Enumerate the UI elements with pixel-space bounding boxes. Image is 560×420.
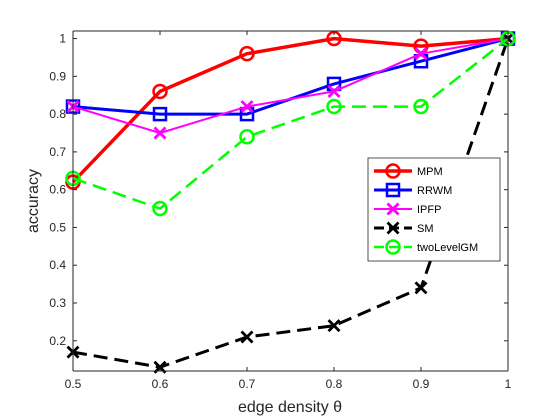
legend-marker (385, 239, 401, 255)
legend-label: MPM (417, 166, 443, 178)
data-point-rrwm (152, 106, 168, 122)
data-point-twolevelgm (152, 200, 168, 217)
data-point-sm (240, 330, 254, 344)
x-tick-label: 0.5 (65, 377, 82, 391)
data-point-sm (327, 319, 341, 333)
data-point-twolevelgm (413, 98, 429, 115)
legend-marker (385, 163, 401, 179)
y-tick-label: 0.7 (49, 145, 66, 159)
y-tick-label: 0.2 (49, 334, 66, 348)
legend-label: SM (417, 223, 434, 235)
legend-marker (386, 221, 400, 235)
data-point-mpm (239, 45, 255, 62)
y-tick-label: 0.9 (49, 69, 66, 83)
ticks-layer: 0.5 0.6 0.7 0.8 0.9 1 0.2 0.3 0.4 0.5 0.6 0.7 0.8 0.9… (49, 31, 512, 391)
series-line-ipfp (72, 37, 509, 134)
y-axis-label: accuracy (25, 169, 42, 233)
axes-layer (72, 30, 509, 372)
series-twolevelgm (65, 30, 516, 217)
legend-marker (386, 202, 400, 216)
x-tick-label: 0.8 (326, 377, 343, 391)
y-tick-label: 0.6 (49, 183, 66, 197)
y-tick-label: 0.8 (49, 107, 66, 121)
legend-item-mpm: MPM (374, 163, 443, 179)
data-point-twolevelgm (239, 129, 255, 145)
data-point-twolevelgm (326, 98, 342, 115)
y-tick-label: 1 (59, 32, 66, 46)
series-line-mpm (71, 36, 509, 184)
data-point-ipfp (153, 126, 167, 140)
data-point-ipfp (327, 84, 341, 98)
x-tick-label: 1 (505, 377, 512, 391)
y-tick-label: 0.3 (49, 296, 66, 310)
legend-label: RRWM (417, 185, 452, 197)
data-point-mpm (152, 83, 168, 100)
series-line-twolevelgm (72, 37, 509, 210)
x-axis-label: edge density θ (238, 399, 342, 416)
y-tick-label: 0.4 (49, 258, 66, 272)
legend-item-rrwm: RRWM (374, 182, 452, 198)
legend-item-ipfp: IPFP (374, 202, 441, 216)
legend-label: IPFP (417, 204, 441, 216)
x-tick-label: 0.7 (239, 377, 256, 391)
legend-label: twoLevelGM (417, 242, 478, 254)
legend-item-twolevelgm: twoLevelGM (374, 239, 478, 255)
x-tick-label: 0.6 (152, 377, 169, 391)
data-point-ipfp (414, 47, 428, 61)
series-ipfp (66, 32, 515, 140)
data-point-sm (414, 281, 428, 295)
y-tick-label: 0.5 (49, 220, 66, 234)
legend-item-sm: SM (374, 221, 434, 235)
legend-marker (385, 182, 401, 198)
legend: MPM RRWM IPFP SM twoLevelGM (367, 157, 501, 262)
data-point-ipfp (240, 100, 254, 114)
x-tick-label: 0.9 (413, 377, 430, 391)
